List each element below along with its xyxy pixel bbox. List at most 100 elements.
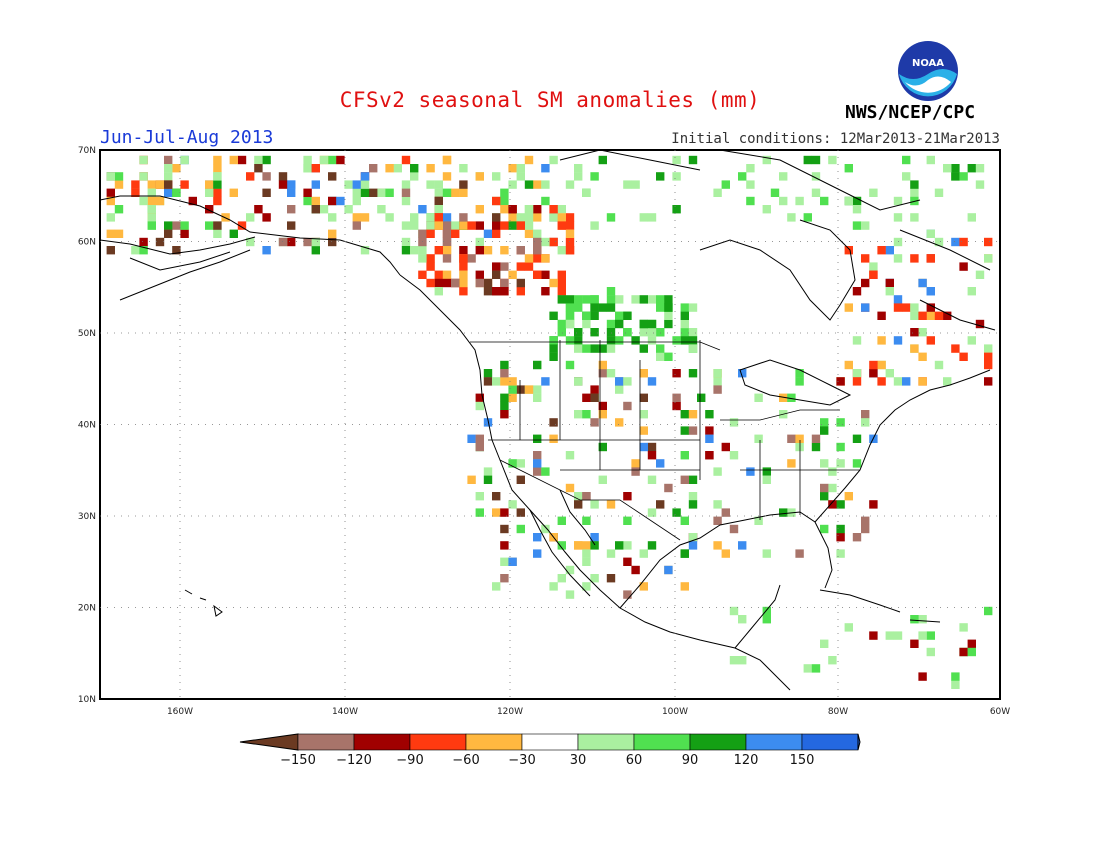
anomaly-cell — [434, 188, 443, 197]
anomaly-cell — [418, 205, 427, 214]
anomaly-cell — [844, 360, 853, 370]
anomaly-cell — [820, 196, 829, 206]
anomaly-cell — [229, 229, 238, 238]
anomaly-cell — [205, 221, 214, 230]
anomaly-cell — [918, 615, 927, 624]
anomaly-cell — [836, 377, 845, 386]
anomaly-cell — [524, 262, 534, 271]
anomaly-cell — [967, 164, 976, 173]
anomaly-cell — [910, 188, 919, 197]
anomaly-cell — [434, 278, 443, 288]
anomaly-cell — [401, 196, 411, 206]
anomaly-cell — [869, 188, 878, 197]
anomaly-cell — [852, 196, 862, 206]
anomaly-cell — [557, 328, 566, 337]
anomaly-cell — [705, 434, 714, 443]
anomaly-cell — [885, 278, 894, 288]
anomaly-cell — [492, 221, 501, 230]
anomaly-cell — [565, 311, 575, 320]
anomaly-cell — [565, 319, 575, 329]
anomaly-cell — [475, 270, 484, 279]
anomaly-cell — [647, 336, 657, 345]
anomaly-cell — [574, 336, 583, 345]
anomaly-cell — [500, 524, 509, 534]
anomaly-cell — [262, 246, 271, 255]
anomaly-cell — [688, 541, 698, 550]
anomaly-cell — [770, 188, 780, 197]
anomaly-cell — [582, 311, 591, 320]
anomaly-cell — [574, 172, 583, 181]
anomaly-cell — [615, 311, 624, 320]
anomaly-cell — [713, 369, 722, 378]
anomaly-cell — [975, 319, 985, 329]
anomaly-cell — [319, 205, 329, 214]
anomaly-cell — [639, 582, 648, 591]
anomaly-cell — [590, 541, 599, 550]
anomaly-cell — [926, 647, 935, 657]
anomaly-cell — [664, 295, 673, 304]
anomaly-cell — [951, 672, 960, 681]
anomaly-cell — [287, 180, 296, 189]
anomaly-cell — [951, 680, 960, 689]
anomaly-cell — [533, 270, 542, 279]
anomaly-cell — [565, 221, 575, 230]
anomaly-cell — [328, 229, 337, 238]
anomaly-cell — [459, 287, 468, 296]
anomaly-cell — [500, 401, 509, 411]
anomaly-cell — [393, 164, 402, 173]
anomaly-cell — [213, 164, 222, 173]
anomaly-cell — [565, 336, 575, 345]
anomaly-cell — [984, 606, 993, 616]
anomaly-cell — [852, 336, 862, 345]
anomaly-cell — [984, 377, 993, 386]
anomaly-cell — [500, 377, 509, 386]
anomaly-cell — [861, 278, 870, 288]
anomaly-cell — [385, 164, 394, 173]
anomaly-cell — [615, 336, 624, 345]
anomaly-cell — [557, 541, 566, 550]
anomaly-cell — [533, 180, 542, 189]
anomaly-cell — [934, 311, 944, 320]
anomaly-cell — [451, 278, 460, 288]
anomaly-cell — [943, 377, 952, 386]
anomaly-cell — [762, 205, 771, 214]
anomaly-cell — [516, 246, 525, 255]
anomaly-cell — [656, 344, 665, 353]
anomaly-cell — [459, 213, 468, 222]
lat-tick-label: 60N — [78, 238, 96, 248]
anomaly-cell — [647, 508, 657, 517]
anomaly-cell — [844, 246, 853, 255]
anomaly-cell — [836, 418, 845, 427]
anomaly-cell — [877, 377, 886, 386]
lat-tick-label: 20N — [78, 604, 96, 614]
anomaly-cell — [943, 311, 952, 320]
anomaly-cell — [967, 639, 976, 648]
anomaly-cell — [475, 393, 484, 402]
lon-tick-label: 160W — [167, 707, 193, 717]
anomaly-cell — [205, 180, 214, 189]
anomaly-cell — [516, 213, 525, 222]
anomaly-cell — [213, 229, 222, 238]
anomaly-cell — [549, 336, 558, 345]
anomaly-cell — [303, 164, 312, 173]
anomaly-cell — [246, 213, 255, 222]
anomaly-cell — [500, 369, 509, 378]
anomaly-cell — [984, 360, 993, 370]
anomaly-cell — [861, 254, 870, 263]
anomaly-cell — [139, 172, 148, 181]
anomaly-cell — [541, 180, 550, 189]
anomaly-cell — [606, 319, 616, 329]
anomaly-cell — [975, 164, 985, 173]
anomaly-cell — [639, 213, 648, 222]
anomaly-cell — [852, 459, 862, 468]
anomaly-cell — [139, 155, 148, 165]
anomaly-cell — [664, 565, 673, 575]
anomaly-cell — [877, 246, 886, 255]
anomaly-cell — [623, 401, 632, 411]
anomaly-cell — [590, 344, 599, 353]
anomaly-cell — [451, 229, 460, 238]
anomaly-cell — [172, 188, 181, 197]
anomaly-cell — [114, 172, 124, 181]
anomaly-cell — [311, 180, 320, 189]
anomaly-cell — [762, 475, 771, 484]
